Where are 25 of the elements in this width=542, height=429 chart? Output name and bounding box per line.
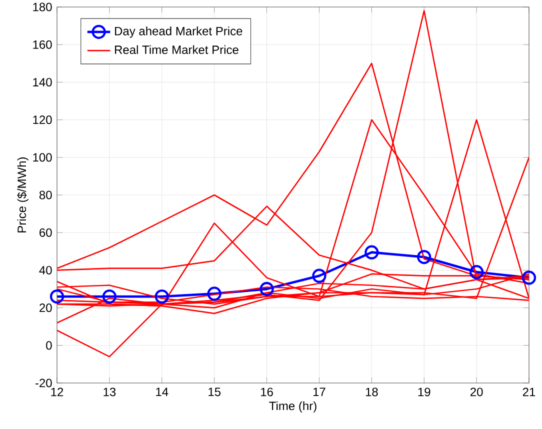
y-tick-label: 120 [33, 116, 52, 124]
legend-label: Real Time Market Price [115, 45, 238, 54]
legend-label: Day ahead Market Price [115, 26, 242, 38]
x-tick-label: 21 [522, 388, 536, 396]
y-tick-label: 40 [39, 266, 52, 274]
x-tick-label: 20 [470, 388, 483, 396]
x-tick-label: 15 [208, 388, 220, 396]
x-tick-label: 18 [366, 388, 378, 396]
y-axis-title: Price ($/MWh) [17, 157, 28, 232]
y-tick-label: -20 [35, 378, 52, 388]
y-tick-label: 60 [40, 228, 52, 237]
x-tick-label: 16 [261, 388, 273, 396]
x-tick-label: 14 [156, 388, 168, 396]
y-tick-label: 180 [33, 2, 52, 12]
y-tick-label: 80 [39, 190, 52, 200]
x-axis-title: Time (hr) [269, 401, 316, 413]
y-tick-label: 140 [33, 78, 52, 86]
x-tick-label: 12 [51, 388, 64, 396]
x-tick-label: 17 [313, 388, 326, 396]
y-tick-label: 0 [46, 341, 52, 350]
x-tick-label: 19 [418, 388, 430, 396]
y-tick-label: 100 [33, 153, 52, 162]
y-tick-label: 20 [40, 304, 52, 312]
x-tick-label: 13 [104, 388, 116, 396]
y-tick-label: 160 [33, 40, 52, 49]
